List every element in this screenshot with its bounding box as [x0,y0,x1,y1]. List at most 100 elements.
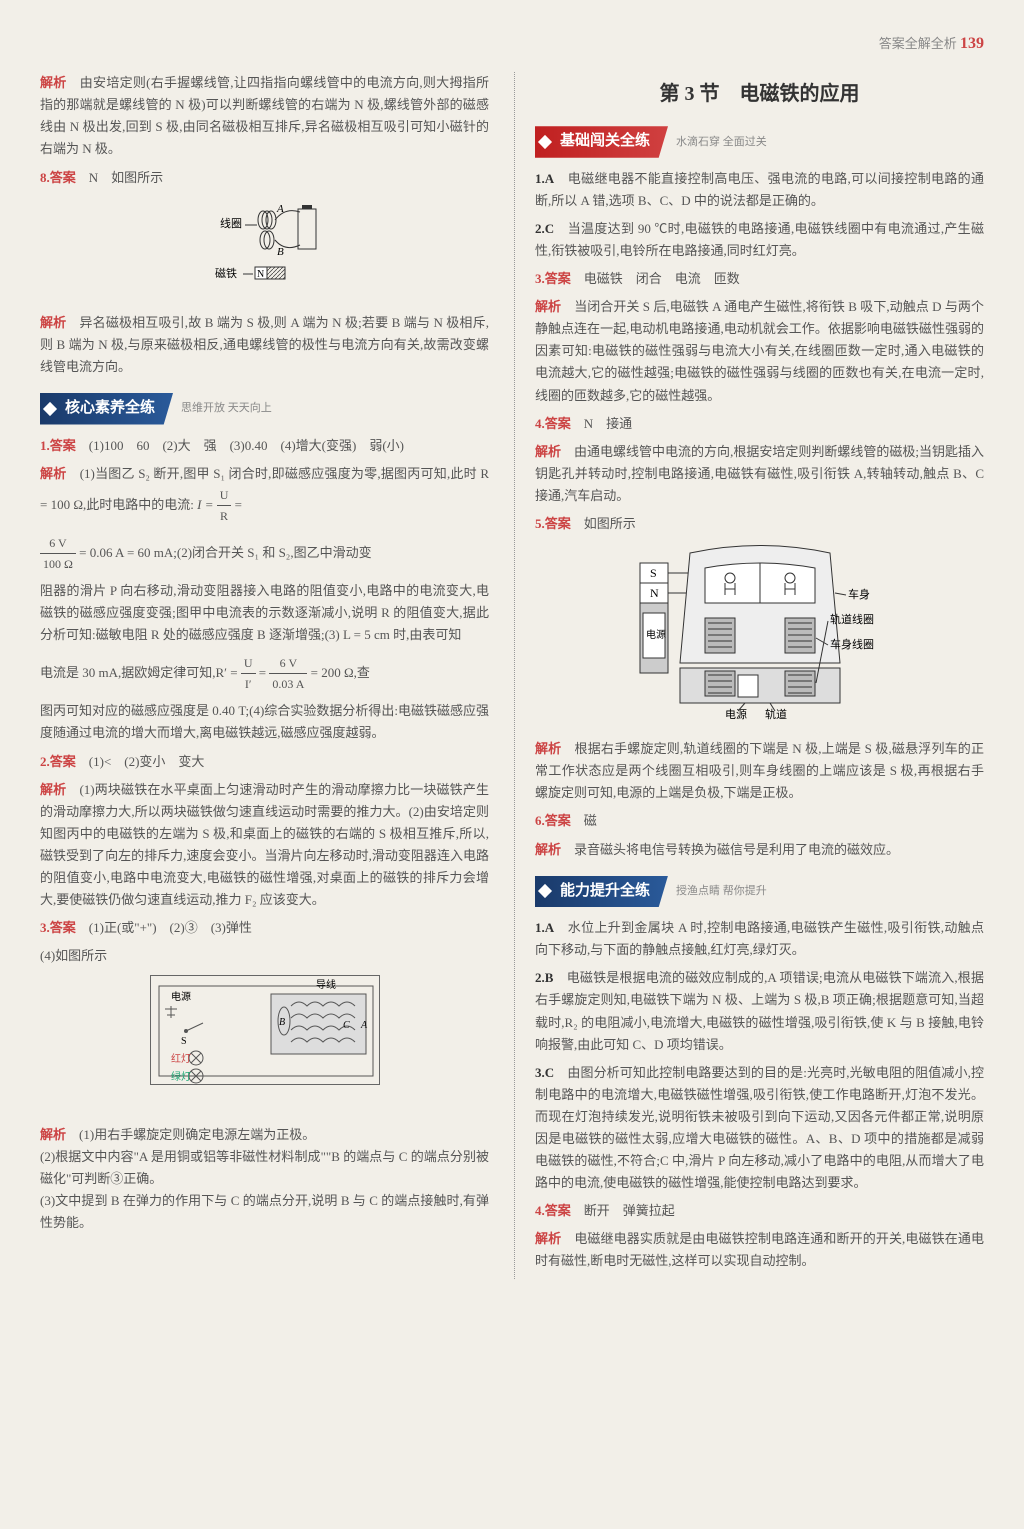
rq6-analysis: 解析 录音磁头将电信号转换为磁信号是利用了电流的磁效应。 [535,839,984,861]
q1-answer: 1.答案 (1)100 60 (2)大 强 (3)0.40 (4)增大(变强) … [40,435,489,457]
rq5-analysis-text: 根据右手螺旋定则,轨道线圈的下端是 N 极,上端是 S 极,磁悬浮列车的正常工作… [535,741,984,800]
rq5-analysis: 解析 根据右手螺旋定则,轨道线圈的下端是 N 极,上端是 S 极,磁悬浮列车的正… [535,738,984,804]
left-column: 解析 由安培定则(右手握螺线管,让四指指向螺线管中的电流方向,则大拇指所指的那端… [40,72,489,1278]
rq1: 1.A 电磁继电器不能直接控制高电压、强电流的电路,可以间接控制电路的通断,所以… [535,168,984,212]
rq3-analysis: 解析 当闭合开关 S 后,电磁铁 A 通电产生磁性,将衔铁 B 吸下,动触点 D… [535,296,984,406]
formula-line-2: 电流是 30 mA,据欧姆定律可知,R′ = UI′ = 6 V0.03 A =… [40,653,489,695]
eq4-ans: 4.答案 断开 弹簧拉起 [535,1200,984,1222]
eq1-text: 水位上升到金属块 A 时,控制电路接通,电磁铁产生磁性,吸引衔铁,动触点向下移动… [535,920,984,957]
fraction: UR [217,485,232,527]
figure-coil-magnet: 线圈 A B 磁铁 [40,197,489,304]
banner-main-text: 基础闯关全练 [535,126,668,158]
fig1-coil-label: 线圈 [220,216,242,230]
rq1-text: 电磁继电器不能直接控制高电压、强电流的电路,可以间接控制电路的通断,所以 A 错… [535,171,984,208]
q8-label: 8.答案 [40,170,76,185]
eq3-label: 3.C [535,1065,554,1080]
svg-text:B: B [279,1017,285,1028]
banner-main-text: 核心素养全练 [40,393,173,425]
eq2: 2.B 电磁铁是根据电流的磁效应制成的,A 项错误;电流从电磁铁下端流入,根据右… [535,967,984,1055]
banner-basic: 基础闯关全练 水滴石穿 全面过关 [535,126,984,158]
fraction: 6 V100 Ω [40,533,76,575]
q2-label: 2.答案 [40,754,76,769]
num: 6 V [40,533,76,554]
svg-text:A: A [360,1020,368,1031]
pre-analysis-block: 解析 由安培定则(右手握螺线管,让四指指向螺线管中的电流方向,则大拇指所指的那端… [40,72,489,160]
rq2: 2.C 当温度达到 90 ℃时,电磁铁的电路接通,电磁铁线圈中有电流通过,产生磁… [535,218,984,262]
analysis-label: 解析 [535,299,561,314]
header-text: 答案全解全析 [879,36,957,51]
svg-text:轨道: 轨道 [765,707,787,721]
rq5-ans: 5.答案 如图所示 [535,513,984,535]
num: U [241,653,256,674]
analysis-label: 解析 [40,1127,66,1142]
eq3: 3.C 由图分析可知此控制电路要达到的目的是:光亮时,光敏电阻的阻值减小,控制电… [535,1062,984,1195]
fraction: UI′ [241,653,256,695]
q3-analysis-text: (1)用右手螺旋定则确定电源左端为正极。 (2)根据文中内容"A 是用铜或铝等非… [40,1127,489,1230]
svg-text:S: S [181,1036,187,1047]
svg-text:红灯: 红灯 [171,1052,191,1065]
banner-sub-text: 水滴石穿 全面过关 [676,133,767,152]
page-number: 139 [960,35,984,52]
analysis-label: 解析 [40,782,66,797]
eq: = [235,497,242,512]
analysis-label: 解析 [40,75,67,90]
den: 0.03 A [269,674,307,694]
eq2-text: 电磁铁是根据电流的磁效应制成的,A 项错误;电流从电磁铁下端流入,根据右手螺旋定… [535,970,984,1051]
q1-a3: 图丙可知对应的磁感应强度是 0.40 T;(4)综合实验数据分析得出:电磁铁磁感… [40,700,489,744]
eq2-label: 2.B [535,970,553,985]
analysis-label: 解析 [40,466,66,481]
rq6-label: 6.答案 [535,813,571,828]
f: I = [197,497,213,512]
fraction: 6 V0.03 A [269,653,307,695]
eq4-answer: 断开 弹簧拉起 [584,1203,675,1218]
svg-text:磁铁: 磁铁 [215,267,237,280]
rq3-label: 3.答案 [535,271,571,286]
f-tail: = 200 Ω,查 [311,664,370,679]
svg-text:车身线圈: 车身线圈 [830,637,874,651]
banner-sub-text: 授渔点睛 帮你提升 [676,882,767,901]
eq1: 1.A 水位上升到金属块 A 时,控制电路接通,电磁铁产生磁性,吸引衔铁,动触点… [535,917,984,961]
eq4-analysis-text: 电磁继电器实质就是由电磁铁控制电路连通和断开的开关,电磁铁在通电时有磁性,断电时… [535,1231,984,1268]
den: I′ [241,674,256,694]
q1-a1: (1)当图乙 S₂ 断开,图甲 S₁ 闭合时,即磁感应强度为零,据图丙可知,此时… [40,466,489,512]
f-tail: = 0.06 A = 60 mA;(2)闭合开关 S₁ 和 S₂,图乙中滑动变 [79,544,371,559]
banner-sub-text: 思维开放 天天向上 [181,399,272,418]
analysis-label: 解析 [535,1231,561,1246]
q1-analysis: 解析 (1)当图乙 S₂ 断开,图甲 S₁ 闭合时,即磁感应强度为零,据图丙可知… [40,463,489,527]
q2-analysis-text: (1)两块磁铁在水平桌面上匀速滑动时产生的滑动摩擦力比一块磁铁产生的滑动摩擦力大… [40,782,489,907]
rq4-ans: 4.答案 N 接通 [535,413,984,435]
rq5-label: 5.答案 [535,516,571,531]
q3-answer-text: (1)正(或"+") (2)③ (3)弹性 [89,920,252,935]
rq4-analysis-text: 由通电螺线管中电流的方向,根据安培定则判断螺线管的磁极;当钥匙插入钥匙孔并转动时… [535,444,984,503]
rq5-answer: 如图所示 [584,516,636,531]
q3-answer-2: (4)如图所示 [40,945,489,967]
figure-maglev-train: S N 电源 [535,543,984,730]
page-header: 答案全解全析 139 [40,30,984,57]
svg-text:N: N [650,586,659,600]
rq4-analysis: 解析 由通电螺线管中电流的方向,根据安培定则判断螺线管的磁极;当钥匙插入钥匙孔并… [535,441,984,507]
rq2-label: 2.C [535,221,554,236]
rq6-answer: 磁 [584,813,597,828]
den: 100 Ω [40,554,76,574]
eq3-text: 由图分析可知此控制电路要达到的目的是:光亮时,光敏电阻的阻值减小,控制电路中的电… [535,1065,984,1190]
q3-label: 3.答案 [40,920,76,935]
analysis-label: 解析 [535,444,561,459]
q8-analysis: 解析 异名磁极相互吸引,故 B 端为 S 极,则 A 端为 N 极;若要 B 端… [40,312,489,378]
rq1-label: 1.A [535,171,554,186]
q3-analysis: 解析 (1)用右手螺旋定则确定电源左端为正极。 (2)根据文中内容"A 是用铜或… [40,1101,489,1234]
svg-text:电源: 电源 [725,707,747,721]
svg-text:电源: 电源 [646,628,666,641]
f: 电流是 30 mA,据欧姆定律可知,R′ = [40,664,238,679]
analysis-label: 解析 [535,741,561,756]
section-title: 第 3 节 电磁铁的应用 [535,77,984,111]
rq3-ans: 3.答案 电磁铁 闭合 电流 匝数 [535,268,984,290]
rq2-text: 当温度达到 90 ℃时,电磁铁的电路接通,电磁铁线圈中有电流通过,产生磁性,衔铁… [535,221,984,258]
rq3-answer: 电磁铁 闭合 电流 匝数 [584,271,740,286]
svg-text:S: S [650,566,657,580]
analysis-label: 解析 [40,315,66,330]
figure-circuit: 电源 S 红灯 绿灯 导线 [40,975,489,1093]
q2-answer: 2.答案 (1)< (2)变小 变大 [40,751,489,773]
svg-text:N: N [257,269,264,280]
formula: I = [197,497,213,512]
banner-ability: 能力提升全练 授渔点睛 帮你提升 [535,876,984,908]
